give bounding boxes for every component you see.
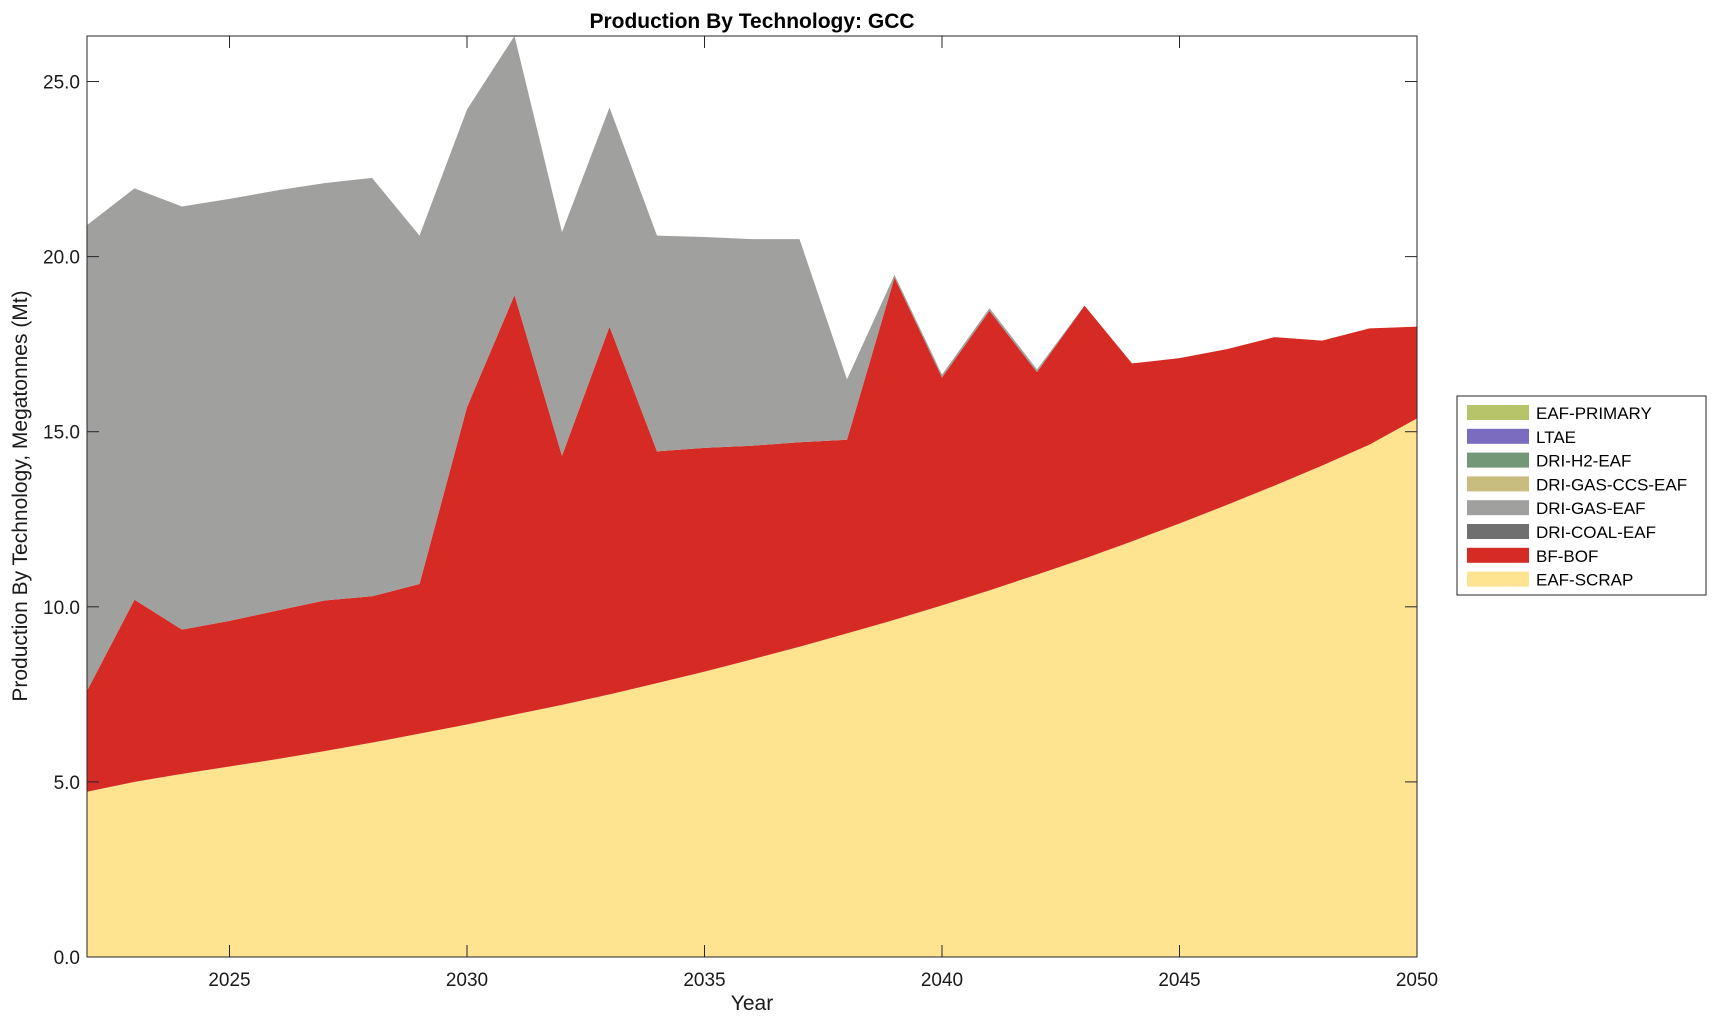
- legend-swatch-dri-gas-ccs-eaf: [1467, 476, 1529, 492]
- x-axis-label: Year: [731, 992, 773, 1015]
- y-axis-label: Production By Technology, Megatonnes (Mt…: [9, 290, 32, 701]
- chart-title: Production By Technology: GCC: [589, 10, 914, 33]
- legend-label-dri-coal-eaf: DRI-COAL-EAF: [1536, 523, 1656, 542]
- y-tick-label: 5.0: [54, 773, 80, 794]
- y-tick-label: 10.0: [43, 598, 80, 619]
- x-tick-label: 2025: [208, 970, 250, 991]
- legend-swatch-dri-h2-eaf: [1467, 452, 1529, 468]
- y-axis: 0.0 5.0 10.0 15.0 20.0 25.0: [43, 73, 1417, 969]
- legend-swatch-dri-gas-eaf: [1467, 500, 1529, 516]
- legend-swatch-dri-coal-eaf: [1467, 524, 1529, 539]
- legend-label-dri-gas-ccs-eaf: DRI-GAS-CCS-EAF: [1536, 475, 1687, 494]
- legend-swatch-bf-bof: [1467, 547, 1529, 563]
- x-axis: 2025 2030 2035 2040 2045 2050: [208, 36, 1438, 991]
- legend-label-eaf-scrap: EAF-SCRAP: [1536, 571, 1633, 590]
- legend-label-bf-bof: BF-BOF: [1536, 547, 1598, 566]
- legend-label-dri-h2-eaf: DRI-H2-EAF: [1536, 452, 1631, 471]
- legend: EAF-PRIMARY LTAE DRI-H2-EAF DRI-GAS-CCS-EAF…: [1456, 395, 1707, 596]
- area-eaf-scrap: [87, 418, 1417, 957]
- legend-label-eaf-primary: EAF-PRIMARY: [1536, 404, 1652, 423]
- y-tick-label: 0.0: [54, 948, 80, 969]
- x-tick-label: 2035: [683, 970, 725, 991]
- area-layers: [87, 36, 1417, 957]
- x-tick-label: 2045: [1158, 970, 1200, 991]
- legend-swatch-eaf-scrap: [1467, 571, 1529, 587]
- legend-swatch-ltae: [1467, 428, 1529, 444]
- x-tick-label: 2030: [446, 970, 488, 991]
- y-tick-label: 15.0: [43, 423, 80, 444]
- plot-frame: [86, 35, 1418, 958]
- legend-label-ltae: LTAE: [1536, 428, 1576, 447]
- legend-swatch-eaf-primary: [1467, 405, 1529, 420]
- y-tick-label: 20.0: [43, 248, 80, 269]
- area-bf-bof: [87, 277, 1417, 792]
- y-tick-label: 25.0: [43, 73, 80, 94]
- legend-label-dri-gas-eaf: DRI-GAS-EAF: [1536, 499, 1646, 518]
- x-tick-label: 2040: [921, 970, 963, 991]
- area-dri-gas-eaf: [87, 36, 1417, 691]
- x-tick-label: 2050: [1396, 970, 1438, 991]
